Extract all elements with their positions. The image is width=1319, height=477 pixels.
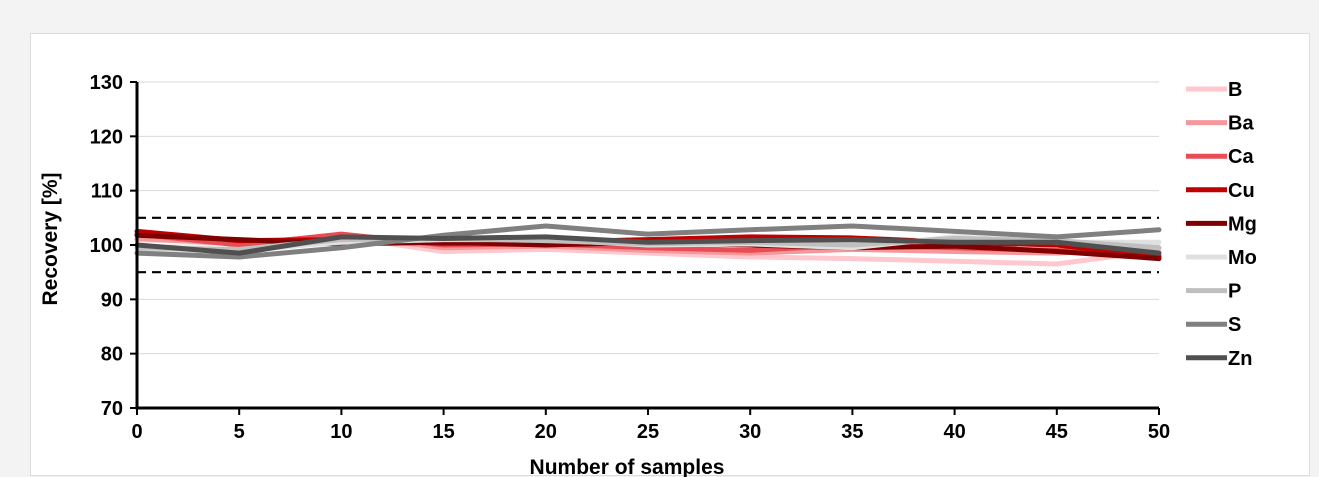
legend-label: Mo xyxy=(1228,247,1257,269)
x-tick-label: 50 xyxy=(1148,421,1170,443)
legend-label: Ca xyxy=(1228,146,1254,168)
x-tick-label: 45 xyxy=(1046,421,1068,443)
legend-label: S xyxy=(1228,314,1241,336)
x-tick-labels: 0 5 10 15 20 25 30 35 40 45 50 xyxy=(131,421,1170,443)
y-tick-label: 70 xyxy=(101,398,123,420)
y-tick-label: 130 xyxy=(90,72,123,94)
y-tick-label: 80 xyxy=(101,344,123,366)
reference-lines xyxy=(137,216,1159,274)
y-tick-label: 110 xyxy=(91,181,123,203)
legend-item-cu: Cu xyxy=(1186,180,1255,202)
legend-label: Mg xyxy=(1228,213,1257,235)
y-axis-title: Recovery [%] xyxy=(39,172,62,305)
y-tick-labels: 70 80 90 100 110 120 130 xyxy=(90,72,123,420)
legend: B Ba Ca Cu Mg Mo PS Zn xyxy=(1186,79,1257,370)
series-lines xyxy=(134,223,1162,267)
legend-label: P xyxy=(1228,281,1241,303)
legend-label: B xyxy=(1228,79,1242,101)
x-axis-title: Number of samples xyxy=(530,456,725,477)
legend-item-p: P xyxy=(1186,281,1241,303)
x-tick-label: 30 xyxy=(739,421,761,443)
legend-item-s: S xyxy=(1186,314,1241,336)
y-tick-label: 120 xyxy=(90,126,123,148)
series-line-s xyxy=(134,223,1162,260)
x-tick-label: 0 xyxy=(131,421,142,443)
x-tick-label: 40 xyxy=(943,421,965,443)
x-tick-label: 25 xyxy=(637,421,659,443)
legend-item-b: B xyxy=(1186,79,1242,101)
legend-label: Ba xyxy=(1228,113,1254,135)
axes xyxy=(130,81,1160,415)
legend-item-mo: Mo xyxy=(1186,247,1257,269)
legend-label: Cu xyxy=(1228,180,1255,202)
x-tick-label: 5 xyxy=(234,421,245,443)
x-tick-label: 35 xyxy=(841,421,863,443)
y-tick-label: 90 xyxy=(101,289,123,311)
legend-item-ba: Ba xyxy=(1186,113,1254,135)
x-tick-label: 20 xyxy=(535,421,557,443)
legend-item-zn: Zn xyxy=(1186,348,1252,370)
y-tick-label: 100 xyxy=(90,235,123,257)
x-tick-label: 10 xyxy=(330,421,352,443)
legend-item-ca: Ca xyxy=(1186,146,1254,168)
chart-card: 70 80 90 100 110 120 130 0 5 10 15 20 25 30 35 40 45 50 … xyxy=(30,33,1310,477)
x-tick-label: 15 xyxy=(432,421,454,443)
legend-item-mg: Mg xyxy=(1186,213,1257,235)
series-line-zn xyxy=(134,234,1162,256)
legend-label: Zn xyxy=(1228,348,1252,370)
